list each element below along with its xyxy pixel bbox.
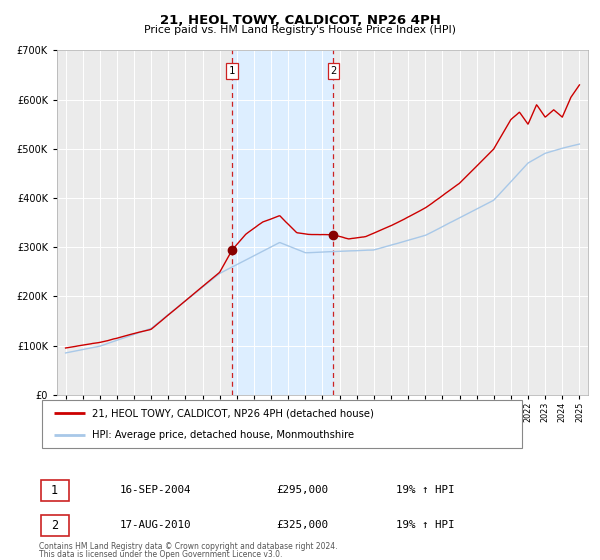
Text: £295,000: £295,000: [276, 485, 328, 495]
Text: 1: 1: [51, 484, 58, 497]
Text: 19% ↑ HPI: 19% ↑ HPI: [396, 520, 455, 530]
Text: £325,000: £325,000: [276, 520, 328, 530]
Text: Contains HM Land Registry data © Crown copyright and database right 2024.: Contains HM Land Registry data © Crown c…: [39, 542, 337, 551]
FancyBboxPatch shape: [42, 400, 522, 448]
FancyBboxPatch shape: [41, 515, 68, 536]
Text: HPI: Average price, detached house, Monmouthshire: HPI: Average price, detached house, Monm…: [92, 430, 355, 440]
Bar: [232, 50, 333, 395]
Text: 19% ↑ HPI: 19% ↑ HPI: [396, 485, 455, 495]
Text: 21, HEOL TOWY, CALDICOT, NP26 4PH: 21, HEOL TOWY, CALDICOT, NP26 4PH: [160, 14, 440, 27]
Text: 17-AUG-2010: 17-AUG-2010: [120, 520, 191, 530]
Text: 2: 2: [330, 66, 337, 76]
Text: 16-SEP-2004: 16-SEP-2004: [120, 485, 191, 495]
Text: Price paid vs. HM Land Registry's House Price Index (HPI): Price paid vs. HM Land Registry's House …: [144, 25, 456, 35]
Text: 1: 1: [229, 66, 235, 76]
Text: This data is licensed under the Open Government Licence v3.0.: This data is licensed under the Open Gov…: [39, 550, 283, 559]
Text: 2: 2: [51, 519, 58, 533]
Text: 21, HEOL TOWY, CALDICOT, NP26 4PH (detached house): 21, HEOL TOWY, CALDICOT, NP26 4PH (detac…: [92, 408, 374, 418]
FancyBboxPatch shape: [41, 480, 68, 501]
